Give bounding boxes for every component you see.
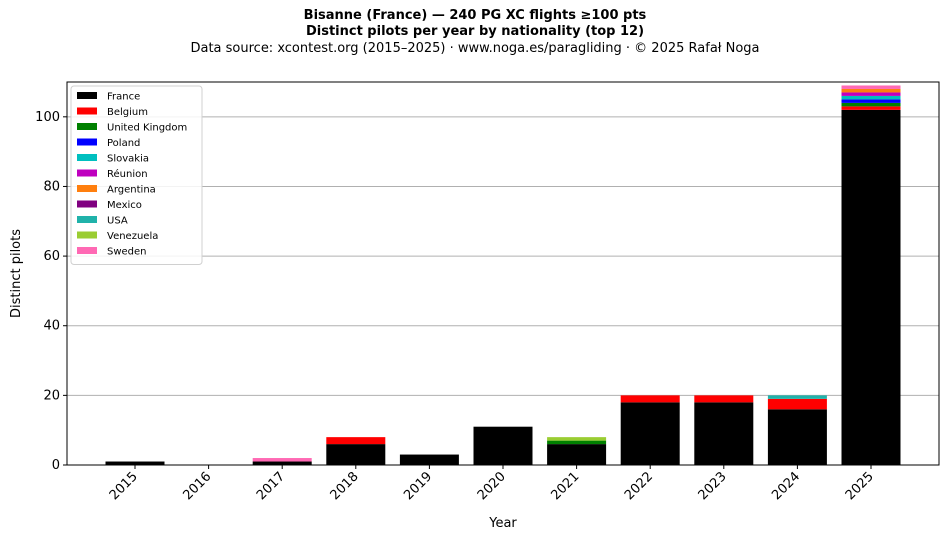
legend-swatch-united-kingdom <box>77 123 97 130</box>
x-tick-label: 2015 <box>107 469 141 503</box>
legend: France Belgium United Kingdom Poland Slovaki… <box>70 85 203 265</box>
bar-segment-2024-france <box>767 409 827 465</box>
x-tick-label: 2023 <box>696 469 730 503</box>
y-tick-label: 60 <box>43 249 60 264</box>
bar-segment-2025-sweden <box>841 85 901 89</box>
legend-swatch-belgium <box>77 107 97 115</box>
x-axis-label: Year <box>488 516 517 531</box>
legend-swatch-usa <box>77 216 97 223</box>
bar-segment-2023-france <box>694 402 754 465</box>
x-tick-label: 2021 <box>548 469 582 503</box>
legend-label-mexico: Mexico <box>107 200 142 211</box>
y-tick-label: 100 <box>35 110 60 125</box>
bar-segment-2019-france <box>399 454 459 465</box>
bar-segment-2021-venezuela <box>547 437 607 441</box>
bar-segment-2017-france <box>252 461 312 465</box>
legend-label-venezuela: Venezuela <box>107 231 158 242</box>
bar-segment-2022-belgium <box>620 395 680 403</box>
legend-frame <box>70 85 203 265</box>
legend-swatch-poland <box>77 138 97 146</box>
legend-label-france: France <box>107 92 140 103</box>
legend-label-argentina: Argentina <box>107 185 156 196</box>
bar-segment-2021-united-kingdom <box>547 440 607 445</box>
bar-segment-2022-france <box>620 402 680 465</box>
bar-segment-2025-slovakia <box>841 95 901 100</box>
bar-segment-2025-argentina <box>841 88 901 93</box>
legend-swatch-argentina <box>77 185 97 192</box>
legend-label-usa: USA <box>107 216 128 227</box>
bar-segment-2020-france <box>473 426 533 465</box>
bar-segment-2018-france <box>326 444 386 465</box>
bar-segment-2023-belgium <box>694 395 754 403</box>
bar-segment-2015-france <box>105 461 165 465</box>
legend-label-slovakia: Slovakia <box>107 154 149 165</box>
legend-swatch-slovakia <box>77 154 97 161</box>
x-tick-label: 2022 <box>622 469 656 503</box>
y-tick-label: 80 <box>43 179 60 194</box>
y-tick-label: 20 <box>43 388 60 403</box>
x-tick-label: 2019 <box>401 469 435 503</box>
chart-subtitle: Distinct pilots per year by nationality … <box>305 24 645 39</box>
chart-title: Bisanne (France) — 240 PG XC flights ≥10… <box>303 8 647 23</box>
x-tick-label: 2018 <box>328 469 362 503</box>
legend-label-r-union: Réunion <box>107 168 148 180</box>
bar-segment-2025-united-kingdom <box>841 102 901 107</box>
bar-segment-2024-usa <box>767 395 827 399</box>
legend-swatch-sweden <box>77 247 97 254</box>
bar-segment-2021-france <box>547 444 607 465</box>
bar-segment-2024-belgium <box>767 398 827 410</box>
legend-label-poland: Poland <box>107 138 140 149</box>
y-tick-label: 40 <box>43 319 60 334</box>
legend-label-belgium: Belgium <box>107 107 148 118</box>
bar-segment-2025-belgium <box>841 106 901 110</box>
y-axis-label: Distinct pilots <box>9 229 24 318</box>
legend-label-sweden: Sweden <box>107 247 147 258</box>
bar-segment-2025-poland <box>841 99 901 103</box>
x-tick-label: 2024 <box>769 469 803 503</box>
x-tick-label: 2016 <box>180 469 214 503</box>
legend-swatch-mexico <box>77 200 97 208</box>
y-tick-label: 0 <box>52 458 60 473</box>
legend-swatch-france <box>77 92 97 99</box>
x-tick-label: 2025 <box>843 469 877 503</box>
bar-segment-2025-france <box>841 109 901 465</box>
data-source-note: Data source: xcontest.org (2015–2025) · … <box>190 41 760 56</box>
legend-swatch-venezuela <box>77 231 97 239</box>
x-tick-label: 2017 <box>254 469 288 503</box>
x-tick-label: 2020 <box>475 469 509 503</box>
bar-segment-2025-r-union <box>841 92 901 96</box>
bar-segment-2018-belgium <box>326 437 386 445</box>
legend-label-united-kingdom: United Kingdom <box>107 123 187 134</box>
legend-swatch-r-union <box>77 169 97 177</box>
chart-title-block: Bisanne (France) — 240 PG XC flights ≥10… <box>0 8 950 57</box>
bars-layer <box>105 85 901 465</box>
bar-segment-2017-sweden <box>252 458 312 462</box>
